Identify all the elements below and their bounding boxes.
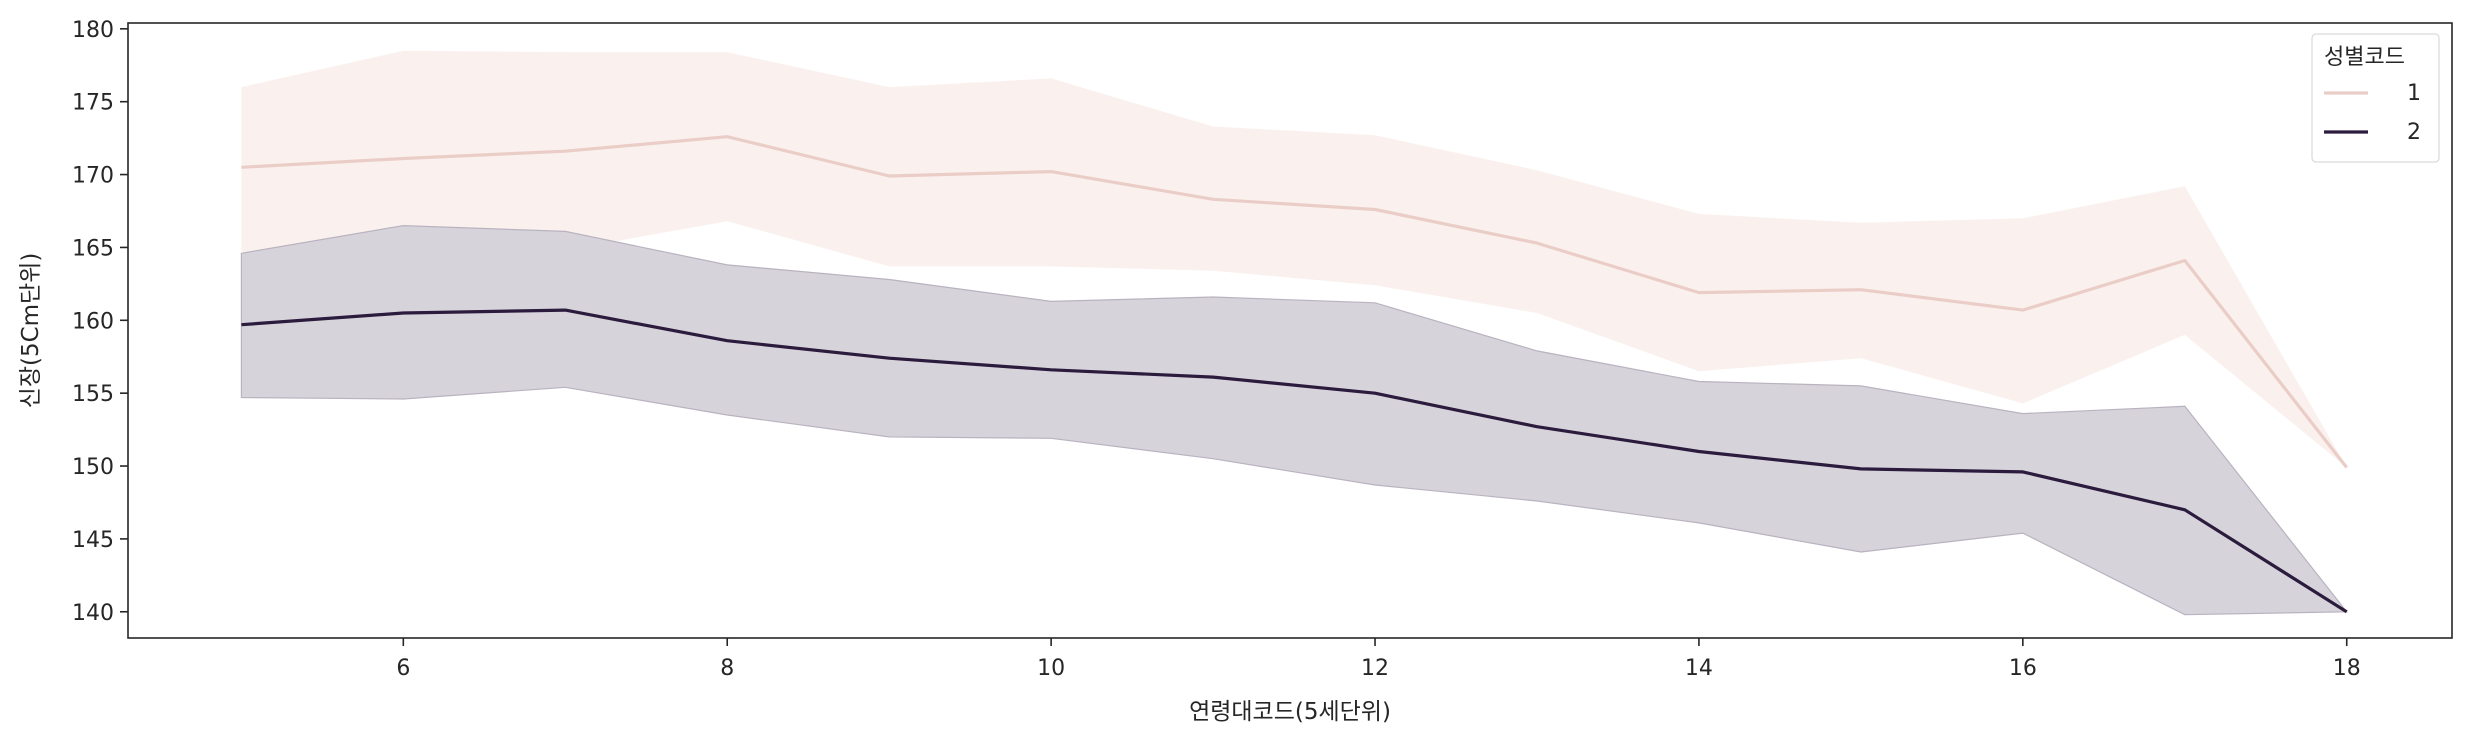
legend-items: 12 bbox=[2324, 81, 2421, 145]
y-axis-ticks: 140 145 150 155 160 165 170 175 180 bbox=[72, 18, 128, 626]
series-line-2 bbox=[241, 308, 2348, 614]
confidence-band-series-1 bbox=[241, 50, 2347, 468]
legend-box bbox=[2311, 33, 2440, 163]
x-tick-label: 16 bbox=[2009, 656, 2037, 681]
x-tick-label: 18 bbox=[2333, 656, 2361, 681]
legend-label-2: 2 bbox=[2407, 120, 2421, 145]
legend-title: 성별코드 bbox=[2324, 45, 2405, 70]
y-tick-label: 140 bbox=[72, 601, 114, 626]
confidence-band-series-2 bbox=[240, 224, 2348, 616]
y-tick-label: 160 bbox=[72, 309, 114, 334]
plot-frame bbox=[127, 22, 2453, 639]
x-tick-label: 14 bbox=[1685, 656, 1713, 681]
y-tick-label: 150 bbox=[72, 455, 114, 480]
y-tick-label: 180 bbox=[72, 18, 114, 43]
y-tick-label: 175 bbox=[72, 91, 114, 116]
x-axis-ticks: 6 8 10 12 14 16 18 bbox=[396, 638, 2361, 681]
x-axis-label: 연령대코드(5세단위) bbox=[1189, 699, 1391, 725]
y-tick-label: 155 bbox=[72, 382, 114, 407]
x-tick-label: 10 bbox=[1037, 656, 1065, 681]
series-lines bbox=[241, 135, 2348, 614]
x-tick-label: 6 bbox=[396, 656, 410, 681]
series-line-1 bbox=[241, 135, 2348, 469]
y-tick-label: 165 bbox=[72, 236, 114, 261]
y-axis-label: 신장(5Cm단위) bbox=[18, 253, 44, 409]
legend: 성별코드 12 bbox=[2311, 33, 2440, 163]
y-tick-label: 145 bbox=[72, 528, 114, 553]
x-tick-label: 8 bbox=[720, 656, 734, 681]
x-tick-label: 12 bbox=[1361, 656, 1389, 681]
y-tick-label: 170 bbox=[72, 164, 114, 189]
legend-label-1: 1 bbox=[2407, 81, 2421, 106]
confidence-bands bbox=[240, 50, 2348, 616]
